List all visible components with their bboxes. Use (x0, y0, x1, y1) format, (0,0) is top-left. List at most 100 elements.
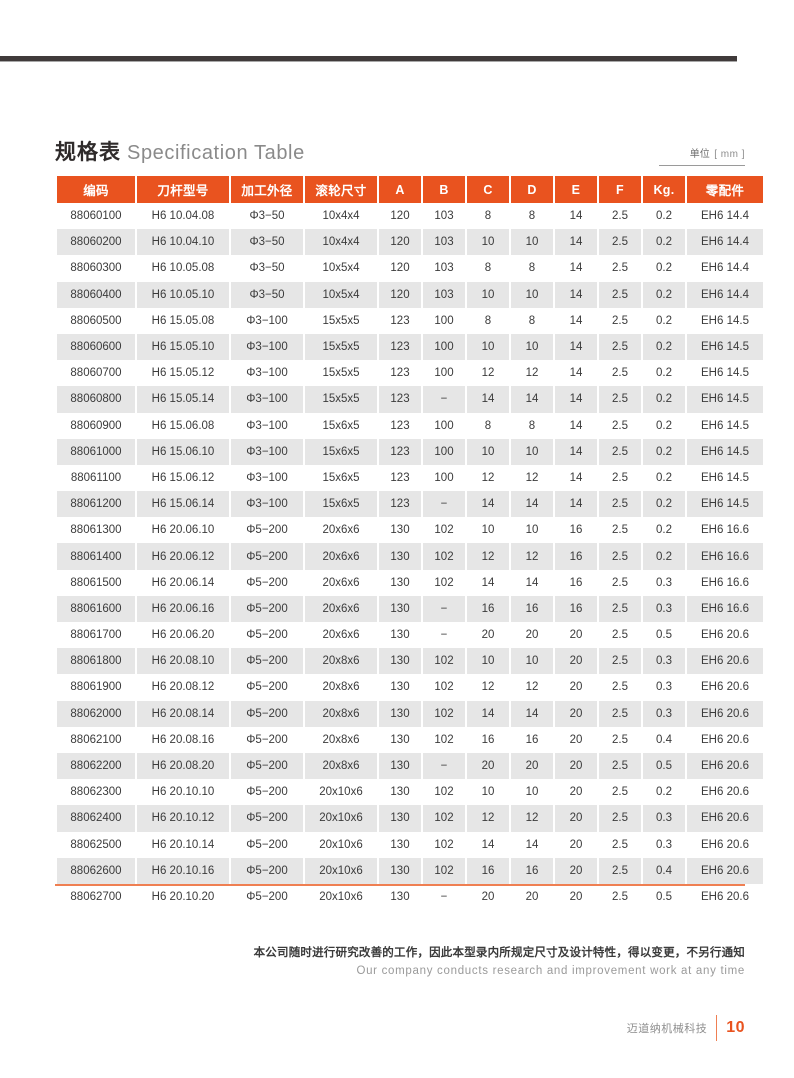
table-cell: 8 (511, 255, 553, 282)
table-cell: 2.5 (599, 752, 641, 780)
table-cell: 102 (423, 700, 465, 727)
table-cell: 130 (379, 805, 421, 832)
table-cell: 20 (511, 883, 553, 911)
column-header-7: D (511, 176, 553, 203)
column-header-6: C (467, 176, 509, 203)
table-cell: 16 (467, 595, 509, 622)
column-header-2: 加工外径 (231, 176, 303, 203)
table-cell: 100 (423, 333, 465, 361)
table-cell: 2.5 (599, 491, 641, 518)
table-cell: 14 (511, 831, 553, 858)
table-cell: 130 (379, 622, 421, 649)
table-cell: 14 (555, 386, 597, 413)
table-cell: Φ3−100 (231, 491, 303, 518)
table-cell: H6 20.08.12 (137, 674, 229, 701)
table-cell: Φ5−200 (231, 752, 303, 780)
table-cell: H6 20.06.16 (137, 595, 229, 622)
table-cell: Φ3−100 (231, 412, 303, 439)
table-cell: 102 (423, 779, 465, 806)
table-cell: 20 (555, 752, 597, 780)
table-cell: EH6 14.4 (687, 203, 763, 230)
table-cell: 120 (379, 281, 421, 308)
table-row: 88062100 H6 20.08.16 Φ5−200 20x8x6 130 102 16 1… (57, 726, 763, 753)
table-cell: Φ3−50 (231, 255, 303, 282)
table-cell: 2.5 (599, 648, 641, 675)
table-cell: 0.5 (643, 752, 685, 780)
table-cell: 20 (555, 648, 597, 675)
table-row: 88061900 H6 20.08.12 Φ5−200 20x8x6 130 102 12 1… (57, 674, 763, 701)
table-cell: Φ3−50 (231, 229, 303, 256)
table-cell: 2.5 (599, 464, 641, 492)
table-cell: 20 (555, 805, 597, 832)
table-cell: 2.5 (599, 622, 641, 649)
table-row: 88060900 H6 15.06.08 Φ3−100 15x6x5 123 100 8 8 1… (57, 412, 763, 439)
table-cell: 102 (423, 857, 465, 884)
table-cell: 14 (555, 229, 597, 256)
table-cell: 88061500 (57, 569, 135, 596)
table-cell: 10 (511, 229, 553, 256)
table-cell: 100 (423, 412, 465, 439)
table-cell: 88060700 (57, 360, 135, 387)
table-row: 88062400 H6 20.10.12 Φ5−200 20x10x6 130 102 12… (57, 805, 763, 832)
table-cell: 100 (423, 307, 465, 334)
table-cell: 102 (423, 674, 465, 701)
table-cell: 15x6x5 (305, 438, 377, 465)
table-cell: 20 (467, 752, 509, 780)
table-cell: 88062700 (57, 883, 135, 911)
table-cell: 102 (423, 805, 465, 832)
table-cell: 0.4 (643, 857, 685, 884)
table-cell: 130 (379, 779, 421, 806)
table-cell: Φ5−200 (231, 700, 303, 727)
unit-label-value: [ mm ] (714, 149, 745, 160)
table-cell: 15x6x5 (305, 464, 377, 492)
table-cell: − (423, 883, 465, 911)
table-cell: Φ3−100 (231, 333, 303, 361)
table-cell: H6 15.05.12 (137, 360, 229, 387)
table-cell: 14 (511, 569, 553, 596)
table-cell: 20 (555, 726, 597, 753)
table-cell: 100 (423, 464, 465, 492)
table-cell: 0.2 (643, 491, 685, 518)
table-cell: EH6 14.5 (687, 360, 763, 387)
table-cell: Φ5−200 (231, 543, 303, 570)
table-cell: 0.2 (643, 360, 685, 387)
specification-table: 编码 刀杆型号 加工外径 滚轮尺寸 A B C D E F Kg. 零配件 88060100 H6 10… (55, 176, 765, 911)
table-cell: 0.3 (643, 831, 685, 858)
table-cell: 14 (467, 700, 509, 727)
table-cell: 10 (511, 779, 553, 806)
table-cell: 0.3 (643, 595, 685, 622)
table-cell: 15x5x5 (305, 360, 377, 387)
table-cell: 130 (379, 569, 421, 596)
table-cell: 8 (467, 255, 509, 282)
table-cell: 20 (555, 622, 597, 649)
table-cell: Φ5−200 (231, 857, 303, 884)
table-cell: Φ5−200 (231, 779, 303, 806)
table-cell: 10 (467, 517, 509, 544)
table-cell: EH6 16.6 (687, 569, 763, 596)
table-row: 88062200 H6 20.08.20 Φ5−200 20x8x6 130−20 20 2… (57, 752, 763, 780)
page-title: 规格表 Specification Table 单位 [ mm ] (55, 136, 745, 170)
table-cell: 0.2 (643, 307, 685, 334)
column-header-8: E (555, 176, 597, 203)
table-row: 88062600 H6 20.10.16 Φ5−200 20x10x6 130 102 16… (57, 857, 763, 884)
table-cell: H6 15.05.08 (137, 307, 229, 334)
table-cell: 20x8x6 (305, 752, 377, 780)
table-row: 88060500 H6 15.05.08 Φ3−100 15x5x5 123 100 8 8 1… (57, 307, 763, 334)
table-cell: 14 (555, 307, 597, 334)
column-header-11: 零配件 (687, 176, 763, 203)
table-row: 88060100 H6 10.04.08 Φ3−50 10x4x4 120 103 8 8 14… (57, 203, 763, 230)
table-cell: 88061100 (57, 464, 135, 492)
table-cell: 0.5 (643, 883, 685, 911)
page-title-en: Specification Table (127, 142, 305, 164)
table-cell: 12 (511, 464, 553, 492)
table-cell: 88062400 (57, 805, 135, 832)
table-cell: 16 (511, 857, 553, 884)
table-cell: H6 20.06.20 (137, 622, 229, 649)
column-header-3: 滚轮尺寸 (305, 176, 377, 203)
table-cell: 0.3 (643, 805, 685, 832)
table-cell: 14 (467, 386, 509, 413)
table-cell: EH6 16.6 (687, 517, 763, 544)
table-cell: Φ5−200 (231, 726, 303, 753)
table-cell: 20x10x6 (305, 779, 377, 806)
table-cell: 20x6x6 (305, 517, 377, 544)
